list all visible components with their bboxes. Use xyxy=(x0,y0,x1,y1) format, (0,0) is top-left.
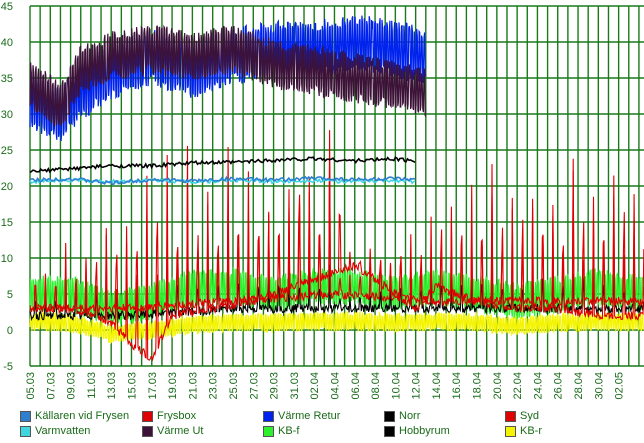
x-tick-label: 11.03 xyxy=(86,372,98,399)
legend-item: Hobbyrum xyxy=(384,424,450,438)
y-tick-label: 45 xyxy=(1,1,13,13)
series-v-rme-ut xyxy=(29,24,427,127)
series-v-rme-retur xyxy=(29,15,427,142)
y-tick-label: 20 xyxy=(1,181,13,193)
legend-item: Källaren vid Frysen xyxy=(20,409,129,423)
legend-item: Norr xyxy=(384,409,420,423)
x-tick-label: 05.03 xyxy=(25,372,37,400)
series-syd xyxy=(29,130,644,314)
y-tick-label: 5 xyxy=(7,289,13,301)
y-tick-label: 10 xyxy=(1,253,13,265)
series-kb-r xyxy=(29,310,644,345)
legend-swatch xyxy=(384,410,395,422)
x-tick-label: 29.03 xyxy=(269,372,281,400)
legend-item: KB-r xyxy=(505,424,542,438)
x-tick-label: 16.04 xyxy=(451,372,463,400)
x-tick-label: 31.03 xyxy=(289,372,301,400)
x-tick-label: 25.03 xyxy=(228,372,240,400)
x-tick-label: 07.03 xyxy=(45,372,57,400)
legend-swatch xyxy=(263,425,274,437)
legend-swatch xyxy=(142,425,153,437)
x-tick-label: 28.04 xyxy=(573,372,585,400)
series-frysbox xyxy=(30,156,644,362)
legend-label: KB-f xyxy=(278,425,300,437)
x-tick-label: 22.04 xyxy=(512,372,524,400)
x-tick-label: 19.03 xyxy=(167,372,179,400)
legend-item: Värme Ut xyxy=(142,424,203,438)
x-tick-label: 21.03 xyxy=(187,372,199,400)
legend-item: Syd xyxy=(505,409,539,423)
y-tick-label: 30 xyxy=(1,109,13,121)
x-tick-label: 24.04 xyxy=(532,372,544,400)
legend-label: Källaren vid Frysen xyxy=(35,410,130,422)
legend-item: KB-f xyxy=(263,424,299,438)
legend-label: Syd xyxy=(520,410,539,422)
legend-label: Frysbox xyxy=(157,410,197,422)
y-tick-label: 35 xyxy=(1,73,13,85)
y-tick-label: 25 xyxy=(1,145,13,157)
legend-swatch xyxy=(142,410,153,422)
series-hobbyrum xyxy=(29,255,644,322)
x-tick-label: 30.04 xyxy=(593,372,605,400)
legend-swatch xyxy=(263,410,274,422)
legend-swatch xyxy=(20,425,31,437)
x-tick-label: 13.03 xyxy=(106,372,118,400)
legend-item: Värme Retur xyxy=(263,409,340,423)
series-k-llaren-vid-frysen xyxy=(29,175,416,185)
legend-label: KB-r xyxy=(520,425,542,437)
legend-label: Värme Ut xyxy=(157,425,204,437)
y-tick-label: -5 xyxy=(3,361,13,373)
x-tick-label: 17.03 xyxy=(147,372,159,400)
y-tick-label: 40 xyxy=(1,37,13,49)
legend-swatch xyxy=(505,425,516,437)
legend-item: Varmvatten xyxy=(20,424,90,438)
legend-swatch xyxy=(20,410,31,422)
x-tick-label: 08.04 xyxy=(370,372,382,400)
series-norr xyxy=(29,156,416,174)
legend-swatch xyxy=(505,410,516,422)
legend-label: Norr xyxy=(399,410,421,422)
x-tick-label: 02.04 xyxy=(309,372,321,400)
x-tick-label: 02.05 xyxy=(614,372,626,400)
x-tick-label: 18.04 xyxy=(472,372,484,400)
x-tick-label: 27.03 xyxy=(248,372,260,400)
y-tick-label: 0 xyxy=(7,325,13,337)
x-tick-label: 12.04 xyxy=(411,372,423,400)
y-tick-label: 15 xyxy=(1,217,13,229)
x-tick-label: 20.04 xyxy=(492,372,504,400)
x-tick-label: 23.03 xyxy=(208,372,220,400)
x-tick-label: 26.04 xyxy=(553,372,565,400)
x-tick-label: 06.04 xyxy=(350,372,362,400)
x-tick-label: 04.04 xyxy=(329,372,341,400)
legend-label: Varmvatten xyxy=(35,425,91,437)
x-tick-label: 15.03 xyxy=(126,372,138,400)
legend-swatch xyxy=(384,425,395,437)
legend-item: Frysbox xyxy=(142,409,196,423)
x-tick-label: 10.04 xyxy=(390,372,402,400)
legend-label: Hobbyrum xyxy=(399,425,450,437)
x-tick-label: 14.04 xyxy=(431,372,443,400)
x-tick-label: 09.03 xyxy=(66,372,78,400)
legend-label: Värme Retur xyxy=(278,410,341,422)
